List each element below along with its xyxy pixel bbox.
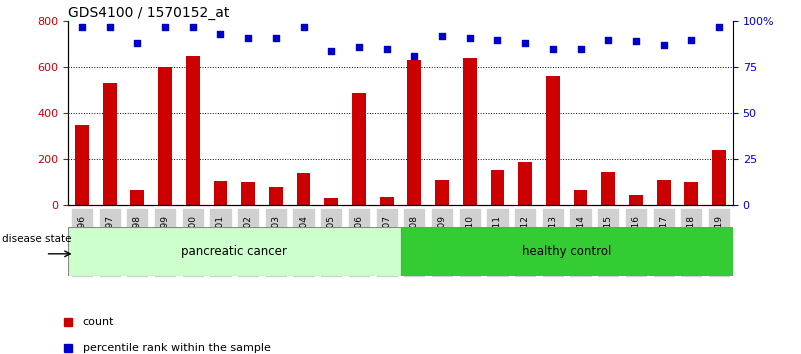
Point	[408, 53, 421, 59]
Point	[187, 24, 199, 30]
Text: percentile rank within the sample: percentile rank within the sample	[83, 343, 271, 353]
Point	[685, 37, 698, 42]
Bar	[435, 180, 449, 205]
Point	[131, 40, 143, 46]
Point	[159, 24, 171, 30]
Bar	[214, 181, 227, 205]
Bar	[400, 227, 733, 276]
Point	[380, 46, 393, 52]
Bar	[463, 58, 477, 205]
Bar	[712, 150, 726, 205]
Bar	[352, 93, 366, 205]
Point	[297, 24, 310, 30]
Point	[242, 35, 255, 41]
Bar	[186, 56, 199, 205]
Bar	[241, 182, 255, 205]
Point	[75, 24, 88, 30]
Point	[574, 46, 587, 52]
Bar	[324, 198, 338, 205]
Point	[630, 39, 642, 44]
Bar	[380, 197, 393, 205]
Bar	[574, 190, 587, 205]
Point	[491, 37, 504, 42]
Bar	[103, 84, 117, 205]
Bar	[490, 170, 505, 205]
Text: count: count	[83, 317, 115, 327]
Bar	[269, 187, 283, 205]
Bar	[518, 161, 532, 205]
Point	[352, 44, 365, 50]
Point	[519, 40, 532, 46]
Point	[463, 35, 476, 41]
Point	[325, 48, 338, 53]
Text: healthy control: healthy control	[522, 245, 611, 258]
Point	[214, 31, 227, 37]
Bar	[75, 125, 89, 205]
Point	[602, 37, 614, 42]
Bar	[131, 190, 144, 205]
Point	[269, 35, 282, 41]
Bar	[657, 180, 670, 205]
Bar	[296, 173, 311, 205]
Bar	[602, 172, 615, 205]
Bar	[68, 227, 400, 276]
Bar	[684, 182, 698, 205]
Text: disease state: disease state	[2, 234, 71, 244]
Bar	[158, 67, 172, 205]
Bar	[546, 76, 560, 205]
Point	[103, 24, 116, 30]
Point	[713, 24, 726, 30]
Text: GDS4100 / 1570152_at: GDS4100 / 1570152_at	[68, 6, 229, 20]
Point	[436, 33, 449, 39]
Text: pancreatic cancer: pancreatic cancer	[181, 245, 288, 258]
Point	[658, 42, 670, 48]
Point	[546, 46, 559, 52]
Bar	[408, 60, 421, 205]
Bar	[629, 195, 643, 205]
